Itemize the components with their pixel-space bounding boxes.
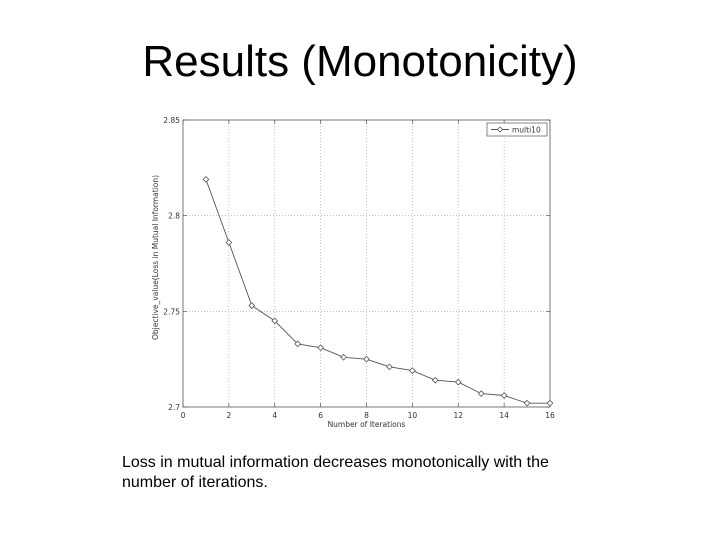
line-chart: 0 2 4 6 8 10 12 14 16 2.7 2.75 2.8 2.85 Number of Ite… — [150, 108, 560, 430]
data-point-marker — [454, 378, 462, 386]
x-tick-label: 8 — [364, 411, 369, 420]
chart-svg: 0 2 4 6 8 10 12 14 16 2.7 2.75 2.8 2.85 Number of Ite… — [151, 116, 555, 429]
x-axis-label: Number of Iterations — [328, 420, 406, 429]
y-axis-label: Objective_value(Loss in Mutual Informati… — [151, 175, 160, 340]
slide-title: Results (Monotonicity) — [142, 37, 578, 86]
x-tick-label: 10 — [408, 411, 418, 420]
data-point-marker — [523, 399, 531, 407]
x-tick-label: 12 — [453, 411, 463, 420]
x-tick-label: 2 — [226, 411, 231, 420]
data-point-marker — [546, 399, 554, 407]
series-line-multi10 — [205, 179, 550, 404]
data-point-marker — [500, 392, 508, 399]
x-tick-label: 14 — [499, 411, 509, 420]
data-point-marker — [248, 302, 256, 309]
data-point-marker — [340, 353, 347, 361]
y-tick-label: 2.75 — [163, 307, 180, 316]
x-tick-label: 16 — [545, 411, 555, 420]
legend-marker — [496, 126, 504, 133]
slide-caption: Loss in mutual information decreases mon… — [122, 454, 549, 491]
x-tick-label: 4 — [272, 411, 277, 420]
y-tick-label: 2.8 — [168, 212, 180, 221]
y-tick-label: 2.7 — [168, 403, 180, 412]
data-point-marker — [386, 363, 393, 371]
data-point-marker — [431, 376, 439, 384]
x-tick-label: 0 — [181, 411, 186, 420]
data-point-marker — [271, 317, 279, 325]
data-point-marker — [363, 355, 370, 363]
data-point-marker — [477, 390, 485, 397]
legend-label: multi10 — [512, 126, 541, 135]
x-tick-label: 6 — [318, 411, 323, 420]
data-point-marker — [294, 340, 302, 348]
legend-box — [486, 122, 548, 137]
data-point-marker — [317, 344, 324, 352]
y-tick-label: 2.85 — [163, 116, 180, 125]
data-point-marker — [409, 367, 416, 375]
data-point-marker — [202, 175, 210, 183]
data-point-marker — [225, 239, 233, 246]
